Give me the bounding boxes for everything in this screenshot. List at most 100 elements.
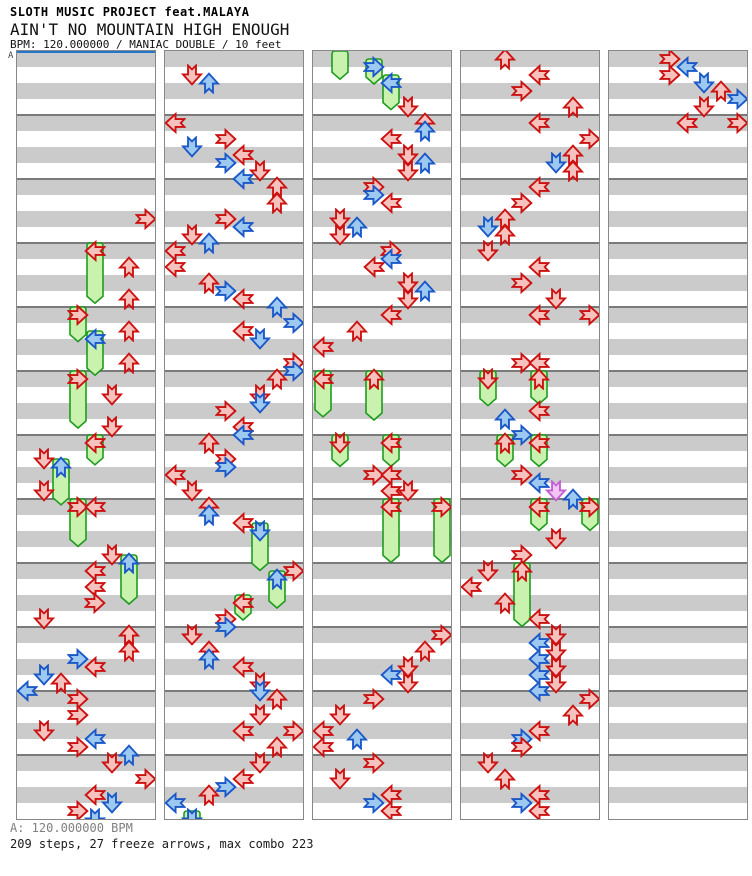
note-arrow-d (32, 664, 55, 686)
note-arrow-l (379, 800, 402, 819)
note-arrow-d (100, 544, 123, 566)
note-arrow-r (510, 792, 533, 814)
measure-line (17, 114, 155, 116)
note-arrow-r (510, 736, 533, 758)
note-arrow-u (527, 368, 550, 390)
measure-line (165, 370, 303, 372)
measure-line (609, 626, 747, 628)
note-arrow-l (231, 216, 254, 238)
note-arrow-d (544, 480, 567, 502)
measure-line (609, 498, 747, 500)
note-arrow-d (83, 808, 106, 819)
note-arrow-r (510, 464, 533, 486)
note-arrow-d (396, 96, 419, 118)
note-arrow-u (197, 72, 220, 94)
note-arrow-u (197, 432, 220, 454)
note-arrow-r (510, 192, 533, 214)
note-arrow-l (83, 496, 106, 518)
note-arrow-r (510, 424, 533, 446)
note-arrow-d (180, 808, 203, 819)
note-arrow-d (248, 392, 271, 414)
note-arrow-d (180, 136, 203, 158)
measure-line (609, 370, 747, 372)
note-arrow-r (66, 704, 89, 726)
measure-line (609, 114, 747, 116)
note-arrow-u (197, 784, 220, 806)
note-arrow-l (527, 496, 550, 518)
note-arrow-u (49, 456, 72, 478)
note-arrow-l (379, 304, 402, 326)
note-arrow-r (282, 360, 303, 382)
measure-line (165, 242, 303, 244)
measure-line (461, 114, 599, 116)
note-arrow-d (544, 152, 567, 174)
note-arrow-r (66, 496, 89, 518)
note-arrow-d (32, 720, 55, 742)
chart-column (164, 50, 304, 820)
note-arrow-l (83, 328, 106, 350)
note-arrow-d (396, 144, 419, 166)
note-arrow-d (32, 608, 55, 630)
note-arrow-d (100, 416, 123, 438)
note-arrow-l (675, 56, 698, 78)
note-arrow-l (83, 432, 106, 454)
note-arrow-r (214, 776, 237, 798)
note-arrow-d (396, 288, 419, 310)
note-arrow-l (83, 784, 106, 806)
note-arrow-u (265, 296, 288, 318)
note-arrow-l (83, 240, 106, 262)
note-arrow-r (214, 128, 237, 150)
measure-line (313, 242, 451, 244)
note-arrow-r (578, 128, 599, 150)
note-arrow-l (527, 720, 550, 742)
note-arrow-d (544, 528, 567, 550)
note-arrow-r (510, 272, 533, 294)
footer-bpm-line: A: 120.000000 BPM (10, 821, 133, 835)
measure-line (313, 178, 451, 180)
note-arrow-r (214, 152, 237, 174)
note-arrow-d (100, 384, 123, 406)
note-arrow-u (117, 352, 140, 374)
freeze-arrow-tail (85, 242, 104, 305)
note-arrow-u (413, 640, 436, 662)
bpm-marker-line (17, 51, 155, 53)
note-arrow-u (197, 504, 220, 526)
note-arrow-d (328, 768, 351, 790)
note-arrow-r (134, 768, 155, 790)
note-arrow-u (345, 320, 368, 342)
note-arrow-d (476, 216, 499, 238)
song-title: AIN'T NO MOUNTAIN HIGH ENOUGH (10, 20, 290, 39)
chart-column (312, 50, 452, 820)
measure-line (313, 562, 451, 564)
chart-column (16, 50, 156, 820)
note-arrow-r (578, 496, 599, 518)
note-arrow-d (476, 240, 499, 262)
note-arrow-d (544, 624, 567, 646)
note-arrow-l (231, 424, 254, 446)
note-arrow-d (544, 640, 567, 662)
note-arrow-l (231, 720, 254, 742)
note-arrow-u (117, 744, 140, 766)
measure-line (313, 114, 451, 116)
note-arrow-d (476, 368, 499, 390)
note-arrow-d (248, 704, 271, 726)
note-arrow-u (117, 320, 140, 342)
note-arrow-r (510, 352, 533, 374)
bpm-marker-label: A (8, 51, 14, 61)
freeze-arrow-tail (381, 498, 400, 564)
note-arrow-l (231, 656, 254, 678)
note-arrow-r (362, 184, 385, 206)
note-arrow-u (117, 640, 140, 662)
note-arrow-l (379, 72, 402, 94)
note-arrow-u (493, 224, 516, 246)
note-arrow-l (165, 464, 186, 486)
measure-line (609, 178, 747, 180)
note-arrow-u (709, 80, 732, 102)
note-arrow-l (527, 112, 550, 134)
note-arrow-r (214, 400, 237, 422)
note-arrow-l (362, 256, 385, 278)
note-arrow-r (66, 368, 89, 390)
note-arrow-u (561, 96, 584, 118)
measure-line (461, 370, 599, 372)
